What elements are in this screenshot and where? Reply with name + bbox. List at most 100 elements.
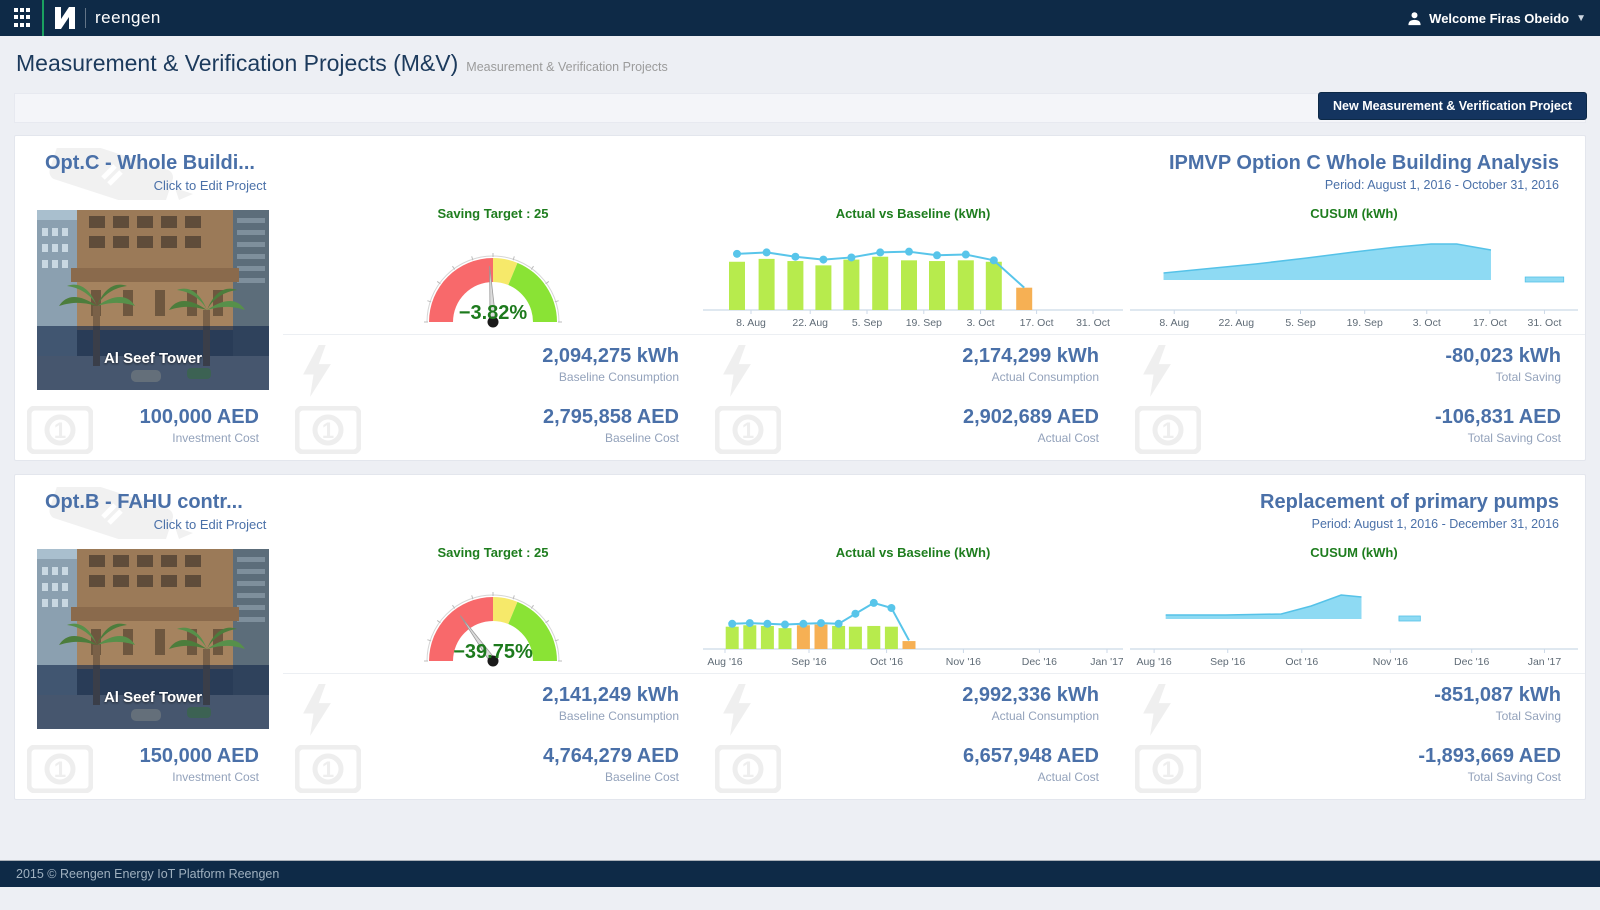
user-menu[interactable]: Welcome Firas Obeido ▼ xyxy=(1407,11,1586,26)
energy-bolt-icon xyxy=(295,345,357,402)
saving-gauge-chart xyxy=(424,253,562,328)
project-card: Opt.B - FAHU contr... Click to Edit Proj… xyxy=(14,474,1586,800)
svg-text:22. Aug: 22. Aug xyxy=(1218,317,1254,329)
banknote-icon: 1 xyxy=(1134,744,1202,798)
top-navigation-bar: reengen Welcome Firas Obeido ▼ xyxy=(0,0,1600,36)
user-icon xyxy=(1408,11,1421,25)
stat-baseline-cost: 1 4,764,279 AED Baseline Cost xyxy=(283,735,703,795)
building-photo: Al Seef Tower xyxy=(37,549,269,729)
gauge-value-label: −39.75% xyxy=(453,641,533,663)
cusum-chart: Aug '16 Sep '16 Oct '16 Nov '16 Dec '16 Jan '… xyxy=(1130,594,1578,668)
svg-text:Dec '16: Dec '16 xyxy=(1022,656,1057,668)
svg-text:Nov '16: Nov '16 xyxy=(1373,656,1408,668)
brand-name: reengen xyxy=(95,8,161,27)
cusum-chart-title: CUSUM (kWh) xyxy=(1310,545,1398,560)
actual-vs-baseline-chart: 8. Aug 22. Aug 5. Sep 19. Sep 3. Oct 17. Oct 3… xyxy=(703,247,1123,329)
svg-text:8. Aug: 8. Aug xyxy=(736,317,766,329)
building-name-label: Al Seef Tower xyxy=(37,326,269,390)
cusum-chart-title: CUSUM (kWh) xyxy=(1310,206,1398,221)
svg-text:19. Sep: 19. Sep xyxy=(1347,317,1383,329)
page-subtitle: Measurement & Verification Projects xyxy=(466,60,668,74)
svg-text:1: 1 xyxy=(742,418,754,443)
stat-total-saving-cost: 1 -1,893,669 AED Total Saving Cost xyxy=(1123,735,1585,795)
apps-grid-icon[interactable] xyxy=(14,8,32,28)
banknote-icon: 1 xyxy=(1134,405,1202,459)
gauge-title: Saving Target : 25 xyxy=(437,545,549,560)
svg-text:Oct '16: Oct '16 xyxy=(1285,656,1318,668)
gauge-title: Saving Target : 25 xyxy=(437,206,549,221)
svg-text:19. Sep: 19. Sep xyxy=(906,317,942,329)
building-photo: Al Seef Tower xyxy=(37,210,269,390)
project-short-title[interactable]: Opt.B - FAHU contr... xyxy=(45,491,243,513)
stat-total-saving: -80,023 kWh Total Saving xyxy=(1123,334,1585,397)
svg-text:Nov '16: Nov '16 xyxy=(946,656,981,668)
svg-text:5. Sep: 5. Sep xyxy=(852,317,883,329)
svg-text:3. Oct: 3. Oct xyxy=(967,317,995,329)
svg-text:17. Oct: 17. Oct xyxy=(1020,317,1054,329)
svg-text:31. Oct: 31. Oct xyxy=(1076,317,1110,329)
stat-investment-cost: 1 150,000 AED Investment Cost xyxy=(15,735,283,795)
energy-bolt-icon xyxy=(715,345,777,402)
stat-investment-cost: 1 100,000 AED Investment Cost xyxy=(15,396,283,456)
banknote-icon: 1 xyxy=(26,405,94,459)
toolbar: New Measurement & Verification Project xyxy=(14,92,1587,123)
banknote-icon: 1 xyxy=(714,744,782,798)
brand-separator xyxy=(85,8,86,28)
svg-text:1: 1 xyxy=(742,757,754,782)
reengen-logo-icon xyxy=(55,7,75,29)
svg-text:Jan '17: Jan '17 xyxy=(1528,656,1562,668)
banknote-icon: 1 xyxy=(26,744,94,798)
svg-text:Dec '16: Dec '16 xyxy=(1454,656,1489,668)
stat-baseline-consumption: 2,094,275 kWh Baseline Consumption xyxy=(283,334,703,397)
stat-total-saving: -851,087 kWh Total Saving xyxy=(1123,673,1585,736)
svg-text:Jan '17: Jan '17 xyxy=(1090,656,1123,668)
svg-text:1: 1 xyxy=(54,757,66,782)
accent-divider xyxy=(42,0,44,36)
stat-baseline-cost: 1 2,795,858 AED Baseline Cost xyxy=(283,396,703,456)
new-project-button[interactable]: New Measurement & Verification Project xyxy=(1318,92,1587,120)
svg-text:8. Aug: 8. Aug xyxy=(1159,317,1189,329)
banknote-icon: 1 xyxy=(294,744,362,798)
svg-text:Sep '16: Sep '16 xyxy=(791,656,826,668)
brand: reengen xyxy=(54,6,161,30)
building-name-label: Al Seef Tower xyxy=(37,665,269,729)
barline-chart-title: Actual vs Baseline (kWh) xyxy=(835,545,991,560)
svg-text:Aug '16: Aug '16 xyxy=(707,656,742,668)
project-short-title[interactable]: Opt.C - Whole Buildi... xyxy=(45,152,255,174)
footer-divider xyxy=(0,860,1600,861)
project-edit-hint[interactable]: Click to Edit Project xyxy=(153,178,267,193)
svg-text:1: 1 xyxy=(322,418,334,443)
edit-watermark-icon xyxy=(43,476,193,551)
banknote-icon: 1 xyxy=(714,405,782,459)
cusum-chart: 8. Aug 22. Aug 5. Sep 19. Sep 3. Oct 17. Oct 3… xyxy=(1130,243,1578,329)
welcome-label: Welcome Firas Obeido xyxy=(1429,10,1570,26)
stat-actual-cost: 1 6,657,948 AED Actual Cost xyxy=(703,735,1123,795)
chevron-down-icon: ▼ xyxy=(1576,12,1586,24)
stat-actual-cost: 1 2,902,689 AED Actual Cost xyxy=(703,396,1123,456)
page-title: Measurement & Verification Projects (M&V… xyxy=(16,50,459,76)
svg-text:1: 1 xyxy=(322,757,334,782)
svg-text:Sep '16: Sep '16 xyxy=(1210,656,1245,668)
svg-text:17. Oct: 17. Oct xyxy=(1473,317,1507,329)
energy-bolt-icon xyxy=(1135,684,1197,741)
actual-vs-baseline-chart: Aug '16 Sep '16 Oct '16 Nov '16 Dec '16 Jan '… xyxy=(703,598,1123,668)
svg-text:1: 1 xyxy=(54,418,66,443)
svg-text:22. Aug: 22. Aug xyxy=(792,317,828,329)
project-edit-hint[interactable]: Click to Edit Project xyxy=(153,517,267,532)
svg-text:Oct '16: Oct '16 xyxy=(870,656,903,668)
energy-bolt-icon xyxy=(1135,345,1197,402)
svg-text:31. Oct: 31. Oct xyxy=(1528,317,1562,329)
project-period: Period: August 1, 2016 - December 31, 20… xyxy=(1311,517,1559,531)
energy-bolt-icon xyxy=(715,684,777,741)
banknote-icon: 1 xyxy=(294,405,362,459)
footer-text: 2015 © Reengen Energy IoT Platform Reeng… xyxy=(16,867,280,881)
footer: 2015 © Reengen Energy IoT Platform Reeng… xyxy=(0,861,1600,887)
stat-baseline-consumption: 2,141,249 kWh Baseline Consumption xyxy=(283,673,703,736)
project-card: Opt.C - Whole Buildi... Click to Edit Pr… xyxy=(14,135,1586,461)
svg-text:Aug '16: Aug '16 xyxy=(1136,656,1171,668)
stat-total-saving-cost: 1 -106,831 AED Total Saving Cost xyxy=(1123,396,1585,456)
saving-gauge-chart xyxy=(424,592,562,667)
project-period: Period: August 1, 2016 - October 31, 201… xyxy=(1324,178,1559,192)
svg-text:3. Oct: 3. Oct xyxy=(1413,317,1441,329)
svg-text:1: 1 xyxy=(1162,418,1174,443)
